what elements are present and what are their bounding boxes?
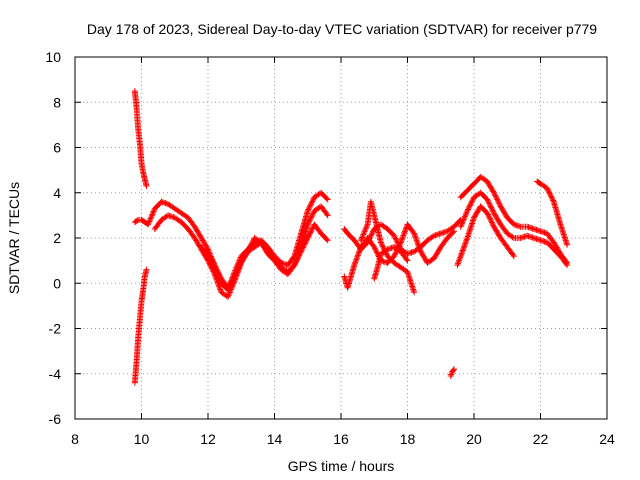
series-arc-b — [131, 266, 150, 386]
chart-title: Day 178 of 2023, Sidereal Day-to-day VTE… — [87, 21, 597, 37]
series-markers — [357, 198, 418, 296]
x-tick-label: 10 — [134, 431, 150, 447]
series-markers — [534, 178, 571, 248]
x-tick-label: 24 — [599, 431, 615, 447]
series-markers — [131, 266, 150, 386]
x-tick-label: 18 — [400, 431, 416, 447]
series-markers — [457, 189, 571, 269]
x-tick-label: 20 — [466, 431, 482, 447]
series-markers — [341, 221, 458, 291]
y-tick-label: 6 — [53, 140, 61, 156]
series-arc-a — [131, 87, 150, 189]
series-arc-l — [457, 189, 571, 269]
y-tick-label: 8 — [53, 94, 61, 110]
series-arc-n — [534, 178, 571, 248]
y-axis-label: SDTVAR / TECUs — [6, 182, 22, 294]
series-arc-i — [371, 244, 411, 282]
series-markers — [371, 244, 411, 282]
x-tick-label: 14 — [267, 431, 283, 447]
series-arc-e — [198, 221, 331, 291]
y-tick-label: 2 — [53, 230, 61, 246]
y-tick-label: -2 — [49, 321, 62, 337]
y-tick-label: 4 — [53, 185, 61, 201]
series-markers — [131, 87, 150, 189]
series-markers — [454, 203, 517, 269]
series-markers — [198, 221, 331, 291]
y-tick-label: -6 — [49, 411, 62, 427]
series-markers — [447, 366, 458, 380]
data-points — [131, 87, 571, 386]
series-arc-g — [341, 221, 458, 291]
x-tick-label: 22 — [533, 431, 549, 447]
series-arc-j — [447, 366, 458, 380]
x-tick-label: 16 — [333, 431, 349, 447]
x-tick-label: 8 — [71, 431, 79, 447]
series-arc-h — [357, 198, 418, 296]
x-tick-label: 12 — [200, 431, 216, 447]
axis-ticks — [74, 56, 608, 420]
y-tick-label: 10 — [45, 49, 61, 65]
series-markers — [457, 173, 571, 266]
x-tick-labels: 8 10 12 14 16 18 20 22 24 — [71, 431, 615, 447]
y-tick-labels: -6 -4 -2 0 2 4 6 8 10 — [45, 49, 61, 427]
series-arc-m — [454, 203, 517, 269]
x-axis-label: GPS time / hours — [288, 458, 395, 474]
y-tick-label: -4 — [49, 366, 62, 382]
series-arc-k — [457, 173, 571, 266]
y-tick-label: 0 — [53, 275, 61, 291]
